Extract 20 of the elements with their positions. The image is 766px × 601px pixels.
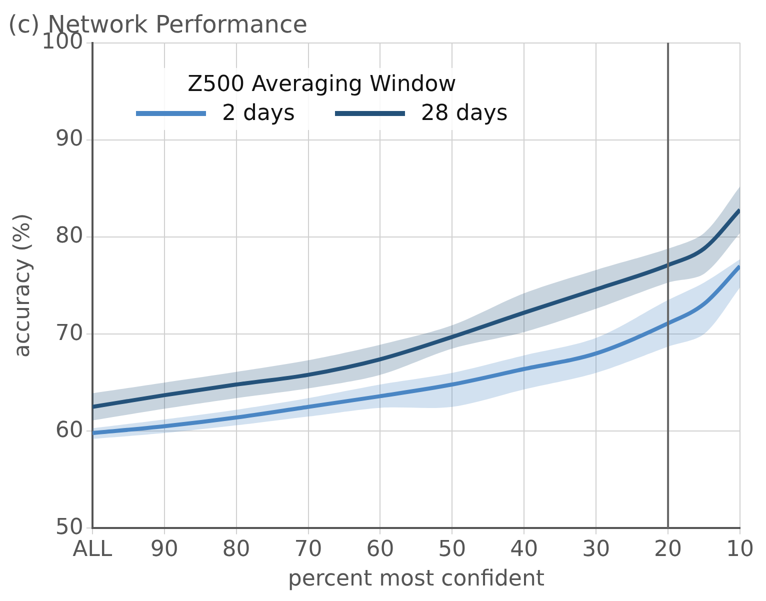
x-tick-label: 60 <box>366 537 394 562</box>
y-tick-label: 80 <box>55 224 84 249</box>
y-tick-label: 60 <box>55 418 84 443</box>
x-tick-label: 20 <box>654 537 682 562</box>
y-tick-label: 90 <box>55 126 84 152</box>
x-axis-title: percent most confident <box>288 566 545 592</box>
legend-title: Z500 Averaging Window <box>186 72 458 97</box>
x-tick-label: 70 <box>294 537 322 562</box>
y-tick-label: 70 <box>55 320 84 346</box>
legend-label: 28 days <box>420 101 508 126</box>
x-tick-label: 40 <box>510 537 538 562</box>
x-tick-label: 90 <box>150 537 178 562</box>
x-tick-label: 50 <box>438 537 466 562</box>
y-axis-title: accuracy (%) <box>10 213 35 358</box>
x-tick-label: 30 <box>582 537 610 562</box>
y-tick-label: 50 <box>55 514 84 540</box>
x-tick-label: 10 <box>726 537 754 562</box>
x-tick-label: ALL <box>72 537 113 562</box>
x-tick-label: 80 <box>222 537 250 562</box>
legend-label: 2 days <box>222 101 295 126</box>
